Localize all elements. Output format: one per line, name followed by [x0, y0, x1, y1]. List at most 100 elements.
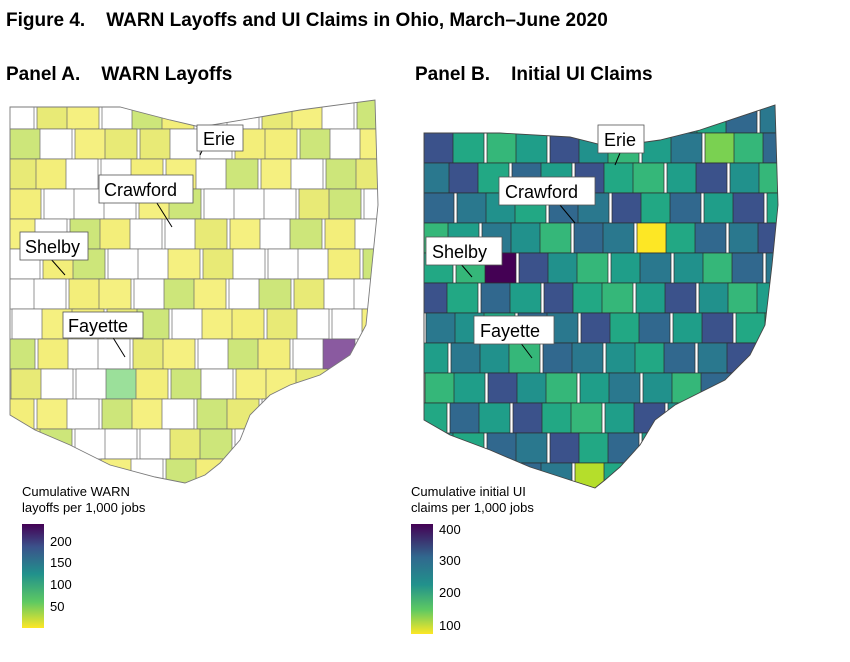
legend-ui-tick: 300	[439, 553, 461, 568]
county-cell	[664, 282, 697, 314]
county-cell	[670, 432, 703, 464]
legend-ui-tick: 400	[439, 522, 461, 537]
county-cell	[10, 428, 43, 460]
county-cell	[101, 398, 135, 430]
county-cell	[359, 428, 378, 460]
county-cell	[231, 308, 265, 340]
county-cell	[450, 342, 483, 374]
county-cell	[162, 338, 196, 370]
county-cell	[608, 372, 641, 404]
county-cell	[101, 100, 135, 130]
county-label-fayette-b: Fayette	[480, 321, 540, 341]
county-cell	[487, 372, 520, 404]
county-cell	[232, 248, 266, 280]
county-cell	[725, 105, 758, 134]
county-cell	[725, 402, 758, 434]
county-cell	[33, 278, 67, 310]
county-cell	[203, 188, 237, 220]
county-cell	[424, 162, 452, 194]
county-cell	[199, 428, 233, 460]
county-cell	[235, 368, 269, 400]
ohio-outline-b	[423, 104, 779, 489]
county-cell	[165, 458, 199, 483]
county-cell	[695, 462, 728, 488]
county-cell	[456, 192, 489, 224]
county-cell	[264, 428, 298, 460]
county-cell	[703, 192, 736, 224]
county-cell	[670, 132, 703, 164]
county-cell	[10, 278, 37, 310]
county-cell	[611, 192, 644, 224]
county-cell	[354, 218, 378, 250]
county-cell	[131, 398, 165, 430]
county-cell	[579, 372, 612, 404]
county-cell	[356, 100, 378, 130]
county-cell	[107, 248, 141, 280]
panel-b-title: Panel B. Initial UI Claims	[415, 64, 653, 85]
county-cell	[634, 342, 667, 374]
county-cell	[264, 128, 298, 160]
county-cell	[135, 368, 169, 400]
label-box-erie-a	[196, 124, 244, 152]
county-cell	[478, 402, 511, 434]
county-cell	[36, 398, 70, 430]
county-cell	[323, 278, 357, 310]
county-cell	[229, 218, 263, 250]
county-label-fayette-a: Fayette	[68, 316, 128, 336]
county-cell	[290, 158, 324, 190]
legend-warn-title-2: layoffs per 1,000 jobs	[22, 500, 146, 515]
county-cell	[424, 282, 450, 314]
county-cell	[702, 252, 735, 284]
county-cell	[362, 248, 378, 280]
county-cell	[261, 398, 295, 430]
county-cell	[37, 338, 71, 370]
county-cell	[694, 222, 727, 254]
county-cell	[167, 248, 201, 280]
ohio-outline-a	[9, 99, 379, 484]
county-cell	[425, 312, 458, 344]
county-label-erie-a: Erie	[203, 129, 235, 149]
county-cell	[731, 252, 764, 284]
county-cell	[291, 100, 325, 130]
county-cell	[195, 158, 229, 190]
county-cell	[11, 308, 45, 340]
county-cell	[512, 105, 545, 134]
county-cell	[604, 402, 637, 434]
county-cell	[758, 462, 778, 488]
county-cell	[129, 218, 163, 250]
county-cell	[66, 100, 100, 130]
county-cell	[732, 192, 765, 224]
county-cell	[453, 372, 486, 404]
county-cell	[549, 132, 582, 164]
county-cell	[480, 282, 513, 314]
county-cell	[139, 128, 173, 160]
county-cell	[39, 128, 73, 160]
county-cell	[541, 105, 574, 134]
county-cell	[539, 222, 572, 254]
county-label-erie-b: Erie	[604, 130, 636, 150]
county-grid-b	[424, 105, 778, 488]
county-cell	[97, 338, 131, 370]
county-cell	[632, 162, 665, 194]
county-cell	[424, 192, 455, 224]
county-cell	[571, 342, 604, 374]
county-cell	[638, 312, 671, 344]
county-cell	[698, 282, 731, 314]
county-cell	[733, 432, 766, 464]
legend-ui-title-1: Cumulative initial UI	[411, 484, 526, 499]
county-cell	[515, 432, 548, 464]
county-cell	[356, 398, 378, 430]
county-cell	[639, 252, 672, 284]
county-cell	[549, 432, 582, 464]
county-cell	[65, 458, 99, 483]
county-cell	[65, 158, 99, 190]
county-cell	[663, 342, 696, 374]
county-cell	[35, 158, 69, 190]
county-label-shelby-a: Shelby	[25, 237, 80, 257]
county-cell	[161, 398, 195, 430]
county-cell	[666, 162, 699, 194]
county-cell	[299, 428, 333, 460]
county-cell	[68, 278, 102, 310]
county-cell	[357, 338, 378, 370]
county-cell	[573, 222, 606, 254]
